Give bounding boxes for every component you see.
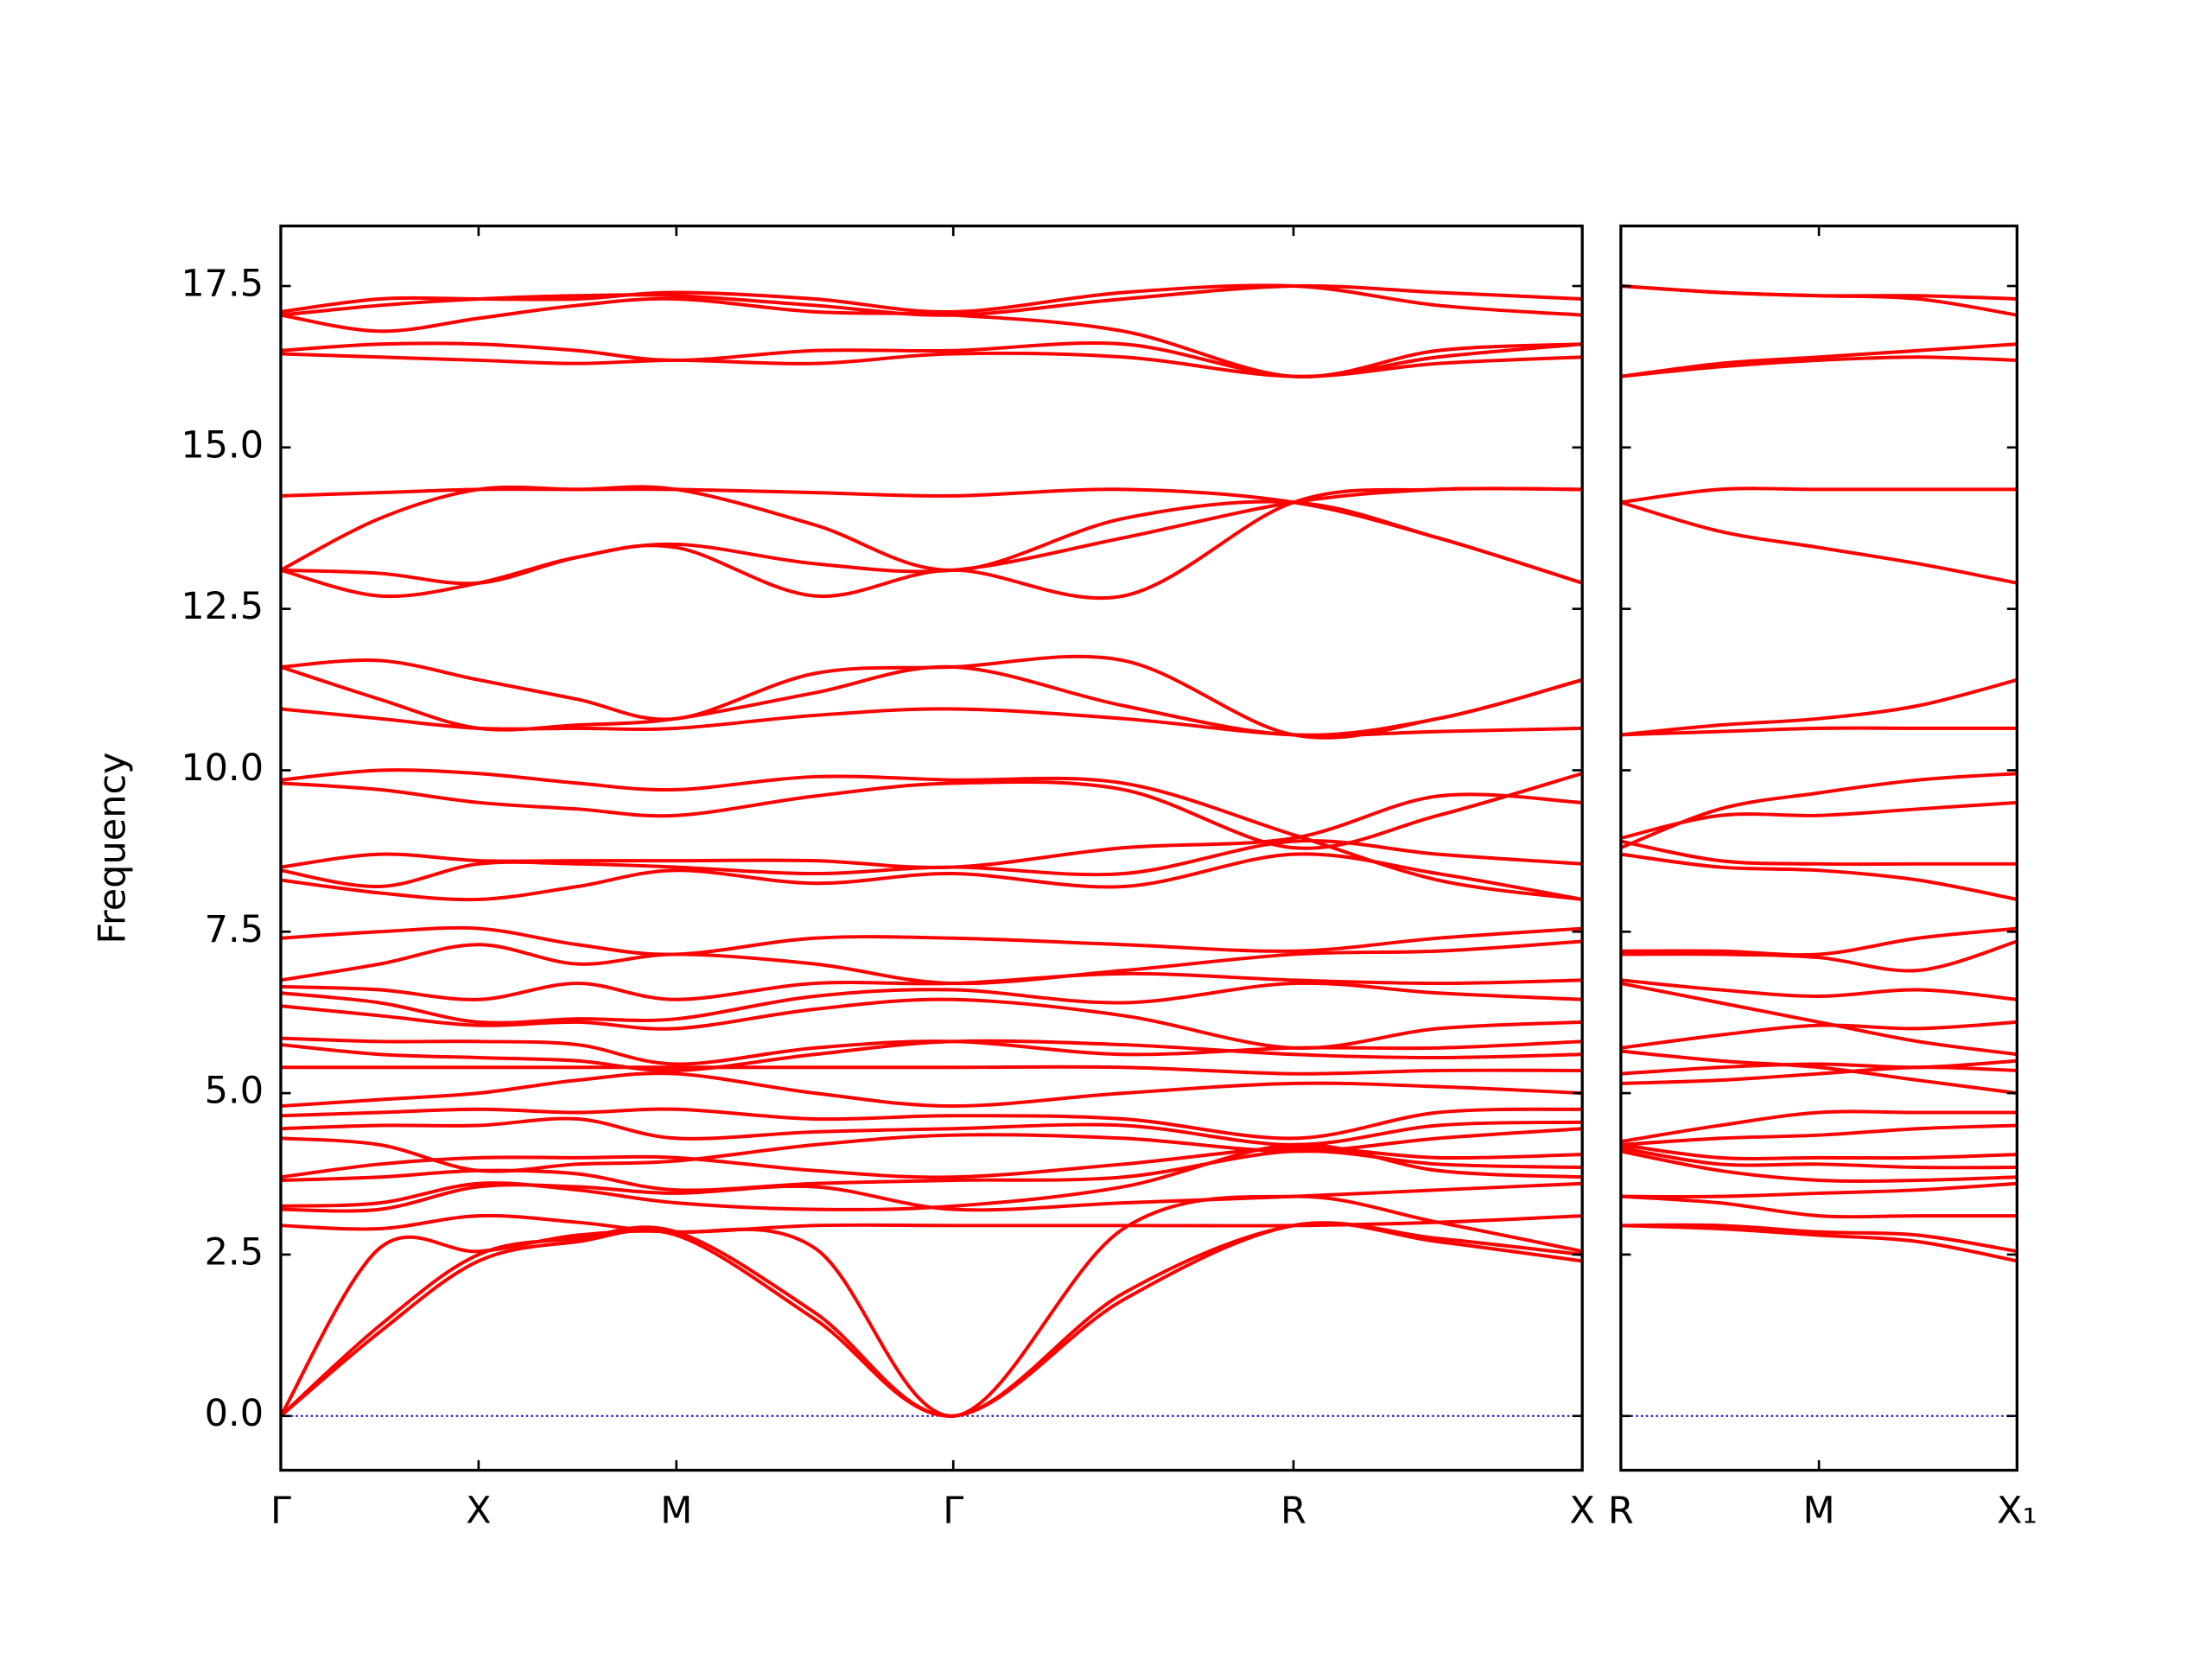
y-tick-label: 7.5: [205, 908, 264, 951]
band-line: [1620, 1194, 2018, 1219]
y-tick-label: 10.0: [181, 747, 264, 790]
x-tick-label: X: [1569, 1490, 1594, 1533]
band-line: [1620, 1049, 2018, 1096]
band-line: [1620, 978, 2018, 1001]
band-line: [280, 664, 1583, 737]
band-line: [280, 768, 1583, 901]
band-line: [1620, 1109, 2018, 1144]
band-line: [1620, 342, 2018, 378]
band-line: [280, 1127, 1583, 1173]
band-line: [280, 1194, 1583, 1418]
y-tick-label: 0.0: [205, 1392, 264, 1435]
band-line: [1620, 1224, 2018, 1263]
x-tick-label: X: [466, 1490, 491, 1533]
band-line: [1620, 1149, 2018, 1183]
band-line: [1620, 500, 2018, 585]
y-tick-label: 2.5: [205, 1230, 264, 1274]
band-line: [1620, 1223, 2018, 1254]
band-line: [280, 939, 1583, 986]
band-line: [280, 296, 1583, 378]
band-line: [1620, 839, 2018, 867]
band-line: [280, 1116, 1583, 1147]
x-tick-label: X₁: [1997, 1490, 2037, 1533]
band-line: [280, 1107, 1583, 1141]
band-line: [1620, 284, 2018, 301]
band-line: [280, 487, 1583, 585]
y-tick-label: 5.0: [205, 1070, 264, 1113]
y-tick-label: 15.0: [181, 423, 264, 467]
x-tick-label: Γ: [270, 1490, 291, 1533]
band-line: [280, 1039, 1583, 1073]
band-line: [280, 1071, 1583, 1109]
band-line: [1620, 926, 2018, 957]
band-line: [280, 1181, 1583, 1213]
band-line: [280, 981, 1583, 1025]
band-line: [1620, 982, 2018, 1057]
band-line: [280, 997, 1583, 1050]
band-line: [1620, 726, 2018, 737]
band-line: [280, 925, 1583, 957]
band-line: [280, 792, 1583, 869]
plot-frame: [1619, 224, 2019, 1472]
x-tick-label: R: [1281, 1490, 1306, 1533]
band-line: [280, 772, 1583, 850]
band-line: [1620, 1123, 2018, 1147]
band-line: [1620, 1142, 2018, 1160]
band-line: [280, 1036, 1583, 1066]
band-line: [1620, 852, 2018, 901]
x-tick-label: Γ: [943, 1490, 963, 1533]
band-line: [280, 486, 1583, 586]
band-line: [280, 852, 1583, 902]
band-line: [280, 654, 1583, 740]
plot-frame: [279, 224, 1584, 1472]
band-line: [280, 971, 1583, 1001]
x-tick-label: M: [660, 1490, 692, 1533]
band-line: [1620, 486, 2018, 505]
band-line: [280, 1146, 1583, 1179]
band-line: [1620, 772, 2018, 849]
y-tick-label: 17.5: [181, 263, 264, 306]
band-line: [1620, 1181, 2018, 1198]
band-line: [1620, 355, 2018, 378]
band-line: [1620, 1146, 2018, 1170]
y-axis-label: Frequency: [91, 752, 134, 944]
band-line: [280, 1065, 1583, 1076]
x-tick-label: M: [1803, 1490, 1835, 1533]
band-line: [280, 1213, 1583, 1234]
x-tick-label: R: [1608, 1490, 1634, 1533]
band-line: [1620, 1058, 2018, 1076]
band-line: [1620, 677, 2018, 737]
band-line: [1620, 939, 2018, 973]
y-tick-label: 12.5: [181, 585, 264, 628]
band-line: [1620, 1065, 2018, 1085]
band-line: [280, 283, 1583, 317]
band-line: [280, 341, 1583, 378]
band-line: [1620, 1020, 2018, 1050]
